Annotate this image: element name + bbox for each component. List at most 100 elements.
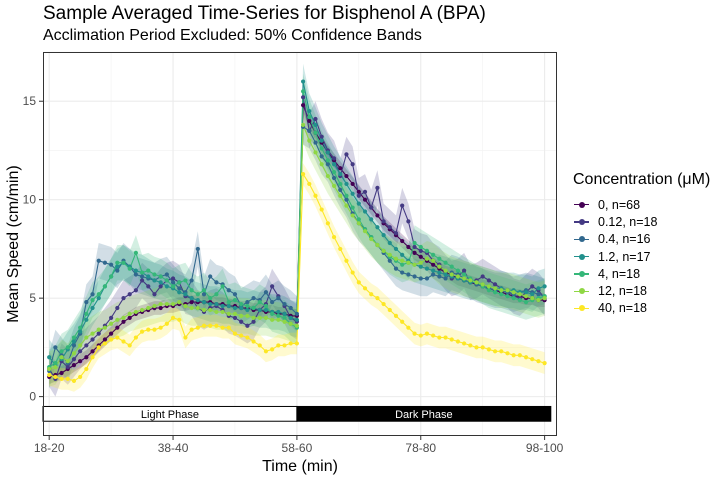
data-point [208, 307, 213, 313]
data-point [115, 305, 120, 311]
data-point [146, 327, 151, 332]
data-point [270, 317, 275, 322]
data-point [226, 311, 231, 317]
legend-item: 40, n=18 [573, 300, 710, 317]
data-point [84, 299, 89, 305]
chart-title: Sample Averaged Time-Series for Bispheno… [43, 3, 486, 24]
data-point [437, 274, 442, 279]
data-point [84, 317, 89, 322]
data-point [387, 252, 392, 257]
legend-label: 40, n=18 [598, 301, 648, 316]
data-point [393, 313, 399, 318]
data-point [300, 89, 306, 94]
data-point [406, 325, 411, 330]
data-point [338, 181, 343, 187]
legend-item: 0, n=68 [573, 196, 710, 213]
data-point [177, 290, 182, 295]
data-point [307, 114, 312, 120]
data-point [208, 296, 213, 301]
data-point [344, 193, 349, 198]
data-point [319, 134, 324, 139]
data-point [313, 140, 318, 145]
data-point [375, 225, 380, 230]
x-tick-label: 38-40 [158, 441, 189, 455]
data-point [71, 378, 77, 383]
legend-key-dot [578, 253, 585, 260]
data-point [220, 325, 225, 330]
data-point [486, 284, 491, 289]
data-point [319, 138, 324, 143]
data-point [84, 311, 89, 317]
data-point [139, 329, 145, 334]
data-point [121, 339, 126, 344]
legend-key-dot [578, 236, 585, 243]
data-point [239, 319, 244, 324]
legend-key [573, 248, 590, 265]
data-point [71, 357, 77, 362]
data-point [319, 162, 324, 167]
data-point [257, 307, 262, 313]
data-point [393, 256, 399, 261]
legend-key-dot [578, 218, 585, 225]
data-point [313, 122, 318, 127]
data-point [480, 282, 485, 287]
data-point [331, 235, 337, 240]
data-point [251, 339, 256, 344]
data-point [220, 284, 225, 289]
data-point [96, 327, 101, 332]
data-point [177, 299, 182, 305]
data-point [152, 327, 157, 332]
data-point [542, 284, 547, 289]
data-point [400, 319, 405, 324]
data-point [307, 181, 312, 187]
data-point [356, 280, 361, 285]
data-point [109, 274, 114, 279]
legend-key [573, 300, 590, 317]
legend-item: 4, n=18 [573, 265, 710, 282]
legend-label: 0.12, n=18 [598, 214, 658, 229]
data-point [393, 231, 399, 236]
data-point [133, 268, 138, 273]
data-point [294, 341, 300, 346]
y-tick-label: 15 [23, 94, 37, 108]
data-point [412, 244, 417, 250]
data-point [96, 331, 101, 336]
data-point [96, 296, 101, 301]
data-point [499, 288, 504, 293]
data-point [59, 376, 64, 381]
data-point [344, 197, 349, 202]
legend-item: 1.2, n=17 [573, 248, 710, 265]
data-point [47, 366, 52, 372]
data-point [195, 246, 200, 252]
data-point [400, 262, 405, 267]
data-point [214, 280, 219, 285]
data-point [350, 191, 355, 196]
data-point [232, 292, 238, 297]
data-point [139, 274, 145, 279]
data-point [300, 171, 306, 177]
data-point [245, 303, 250, 309]
data-point [133, 335, 138, 340]
data-point [226, 303, 231, 309]
data-point [164, 272, 169, 277]
data-point [331, 156, 337, 161]
data-point [294, 323, 300, 328]
data-point [400, 258, 405, 263]
data-point [214, 323, 219, 328]
data-point [344, 181, 349, 187]
data-point [214, 301, 219, 307]
data-point [239, 301, 244, 307]
data-point [71, 343, 77, 348]
data-point [170, 284, 176, 289]
dark-phase-label: Dark Phase [395, 409, 452, 421]
data-point [362, 197, 368, 202]
data-point [313, 116, 318, 122]
data-point [201, 299, 207, 305]
data-point [530, 357, 535, 362]
data-point [115, 268, 120, 273]
legend-key [573, 213, 590, 230]
data-point [288, 315, 293, 320]
data-point [226, 325, 231, 330]
data-point [375, 185, 380, 190]
data-point [115, 260, 120, 265]
